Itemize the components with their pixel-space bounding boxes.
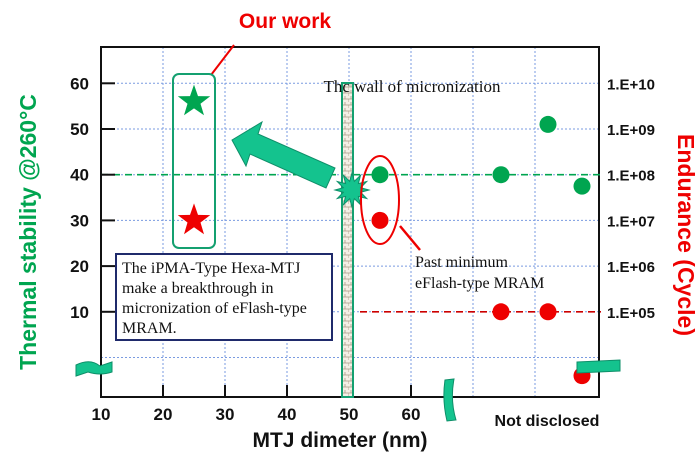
y-right-tick-label: 1.E+09	[607, 122, 655, 139]
y-right-tick-label: 1.E+10	[607, 76, 655, 93]
past-min-label-1: Past minimum	[415, 254, 508, 271]
micronization-wall	[341, 82, 354, 398]
data-point	[492, 303, 510, 321]
y-left-tick-label: 20	[70, 257, 89, 276]
axis-break-left-icon	[75, 361, 113, 377]
our-work-label: Our work	[239, 10, 332, 33]
data-point	[539, 303, 557, 321]
data-point	[573, 177, 591, 195]
our-work-pointer	[210, 44, 235, 76]
x-axis-label: MTJ dimeter (nm)	[252, 429, 427, 452]
note-box: The iPMA-Type Hexa-MTJ make a breakthrou…	[115, 253, 333, 341]
x-tick-label: 50	[340, 405, 359, 424]
past-min-ellipse	[360, 155, 400, 245]
x-tick-label: 60	[402, 405, 421, 424]
y-left-tick-label: 30	[70, 211, 89, 230]
axis-break-bottom-icon	[443, 378, 457, 422]
x-tick-label: 20	[154, 405, 173, 424]
data-point	[371, 211, 389, 229]
data-point	[539, 115, 557, 133]
x-tick-label: 40	[278, 405, 297, 424]
data-point-star	[177, 84, 211, 116]
x-tick-label: 30	[216, 405, 235, 424]
breakthrough-arrow	[231, 120, 336, 189]
y-left-axis-label: Thermal stability @260°C	[15, 94, 41, 370]
data-point	[492, 166, 510, 184]
y-right-tick-label: 1.E+07	[607, 213, 655, 230]
wall-label: Thc wall of micronization	[323, 77, 501, 96]
our-work-box	[172, 73, 216, 249]
y-left-tick-label: 10	[70, 303, 89, 322]
y-left-tick-label: 50	[70, 120, 89, 139]
y-right-tick-label: 1.E+06	[607, 259, 655, 276]
y-left-tick-label: 60	[70, 74, 89, 93]
data-point-star	[177, 203, 211, 235]
past-min-label-2: eFlash-type MRAM	[415, 275, 544, 292]
axis-break-right-icon	[576, 359, 621, 374]
past-min-pointer	[399, 225, 421, 251]
not-disclosed-label: Not disclosed	[495, 413, 600, 430]
y-left-tick-label: 40	[70, 166, 89, 185]
y-right-axis-label: Endurance (Cycle)	[673, 134, 699, 336]
y-right-tick-label: 1.E+08	[607, 168, 655, 185]
x-tick-label: 10	[92, 405, 111, 424]
y-right-tick-label: 1.E+05	[607, 305, 655, 322]
data-point	[371, 166, 389, 184]
